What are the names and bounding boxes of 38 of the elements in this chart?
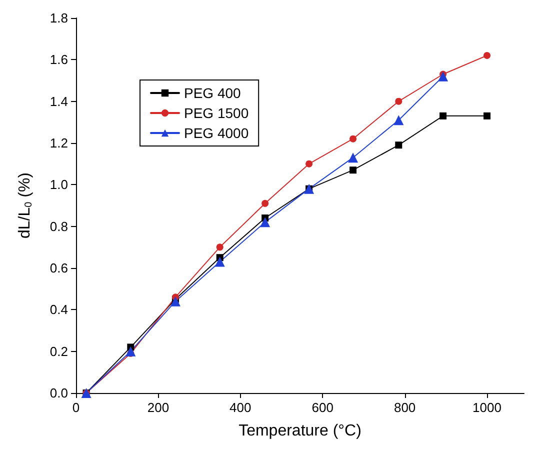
point [170,296,180,306]
point [394,115,404,126]
point [216,244,224,251]
x-tick-label: 1000 [472,400,502,415]
legend-label: PEG 1500 [184,105,249,121]
y-tick-label: 0.8 [50,218,68,234]
y-tick-label: 1.8 [50,10,68,26]
y-tick-label: 0.0 [50,386,68,400]
y-tick-label: 0.4 [50,302,68,318]
x-axis-title: Temperature (°C) [238,422,362,440]
y-tick-label: 1.4 [50,94,68,109]
point [395,142,402,149]
y-tick-label: 1.6 [50,52,68,68]
point [438,71,448,82]
point [395,98,402,105]
x-tick-label: 600 [312,400,334,415]
point [260,217,270,228]
point [262,200,269,207]
y-tick-label: 1.2 [50,136,68,150]
legend-label: PEG 400 [184,85,242,101]
legend-label: PEG 4000 [184,125,249,141]
x-tick-label: 800 [394,400,416,415]
x-tick-label: 0 [72,400,80,415]
point [214,256,225,267]
point [484,112,491,120]
y-axis-title: dL/L0 (%) [16,172,34,239]
x-tick-label: 400 [230,400,252,415]
y-tick-label: 1.0 [50,177,68,192]
point [350,166,357,174]
point [306,160,313,168]
y-tick-label: 0.2 [50,344,68,359]
point [348,152,358,163]
point [484,52,491,59]
point [126,346,136,356]
point [440,112,447,120]
point [350,135,357,142]
y-tick-label: 0.6 [50,260,68,276]
x-tick-label: 200 [147,400,170,415]
